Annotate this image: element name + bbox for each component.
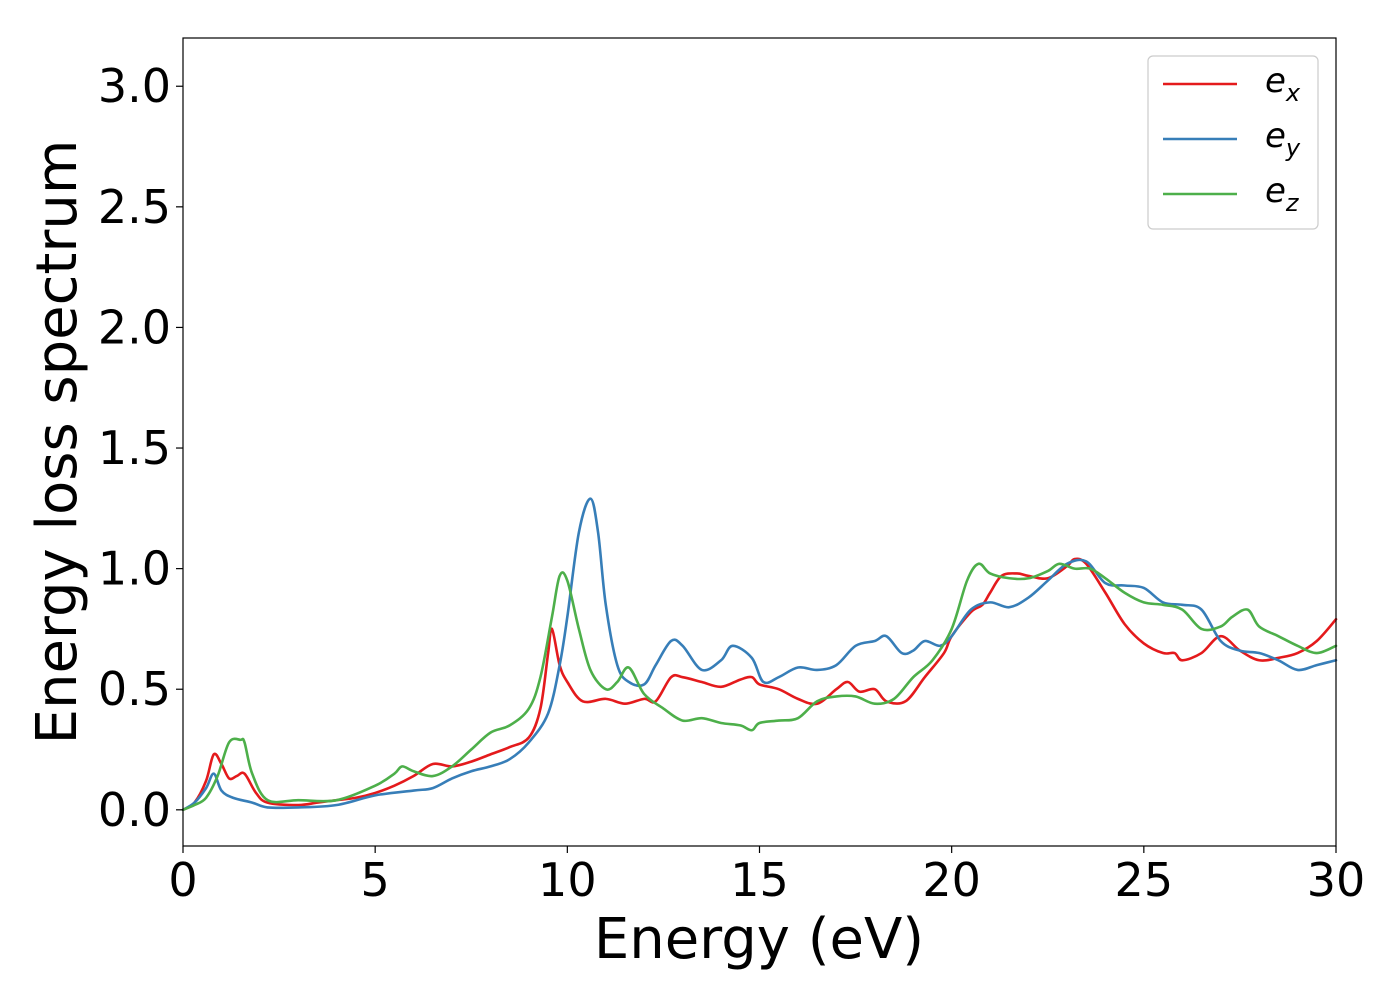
x-tick-label: 25 [1115,853,1174,907]
series-layer [181,497,1338,812]
x-tick-label: 0 [168,853,197,907]
x-axis-ticks: 0 5 10 15 20 25 30 [168,846,1365,907]
x-tick-label: 20 [922,853,981,907]
legend-label-y: ey [1265,116,1301,162]
x-axis-label: Energy (eV) [594,907,924,972]
legend-subscript: z [1285,189,1300,217]
x-tick-label: 5 [361,853,390,907]
y-tick-label: 1.0 [98,542,171,596]
y-tick-label: 0.5 [98,662,171,716]
legend-subscript: x [1285,79,1301,107]
legend-label-x: ex [1265,61,1301,107]
y-axis-ticks: 0.0 0.5 1.0 1.5 2.0 2.5 3.0 [98,59,183,837]
legend-box [1147,55,1319,230]
series-line-z [181,562,1338,812]
x-tick-label: 10 [538,853,597,907]
series-line-x [181,557,1338,812]
x-tick-label: 15 [730,853,789,907]
legend-subscript: y [1285,134,1301,162]
x-tick-label: 30 [1307,853,1366,907]
y-tick-label: 2.0 [98,300,171,354]
y-tick-label: 3.0 [98,59,171,113]
y-tick-label: 2.5 [98,180,171,234]
series-line-y [181,497,1338,812]
y-tick-label: 1.5 [98,421,171,475]
y-tick-label: 0.0 [98,783,171,837]
y-axis-label: Energy loss spectrum [25,140,90,745]
